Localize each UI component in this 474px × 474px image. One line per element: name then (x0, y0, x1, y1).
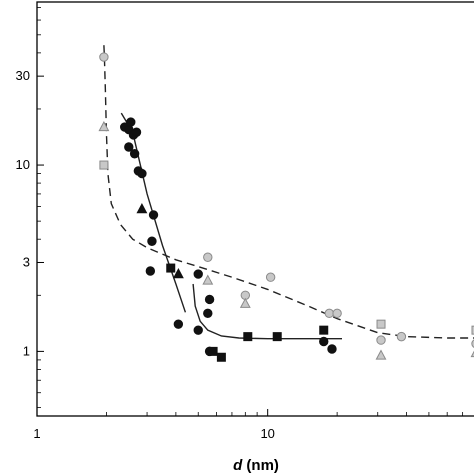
fit-curve-dashed (103, 45, 474, 339)
x-axis-variable: d (233, 457, 243, 474)
x-axis-title: d (nm) (233, 457, 279, 474)
data-point-gray-circle (332, 308, 342, 319)
data-point-black-circle (203, 308, 213, 319)
data-point-gray-circle (99, 52, 109, 62)
data-point-gray-circle (471, 339, 474, 348)
data-point-black-circle (193, 269, 203, 279)
data-point-gray-square (376, 319, 386, 329)
data-point-gray-triangle (98, 120, 110, 132)
data-point-black-square (272, 332, 282, 342)
data-point-black-triangle (136, 203, 148, 214)
data-point-gray-circle (265, 272, 276, 282)
data-point-black-square (319, 325, 329, 335)
data-point-gray-circle (324, 308, 335, 319)
data-point-gray-triangle (239, 297, 251, 308)
data-point-black-circle (129, 149, 140, 159)
x-axis-unit: (nm) (242, 457, 279, 474)
data-point-black-triangle (172, 268, 184, 279)
data-point-gray-triangle (202, 274, 214, 285)
data-point-black-circle (193, 325, 203, 335)
data-point-black-circle (319, 336, 329, 347)
data-point-gray-circle (376, 335, 386, 345)
y-tick-label: 30 (16, 68, 30, 83)
data-point-gray-circle (203, 252, 213, 262)
data-point-black-circle (173, 319, 184, 329)
data-point-black-circle (145, 266, 156, 276)
data-point-black-circle (147, 236, 157, 246)
data-point-black-circle (131, 127, 142, 137)
y-tick-label: 1 (23, 343, 30, 358)
data-point-black-circle (124, 142, 134, 152)
data-point-black-circle (137, 168, 147, 179)
data-point-black-circle (204, 294, 215, 305)
x-tick-label: 1 (33, 426, 40, 441)
marks-layer (98, 52, 474, 362)
data-point-black-square (216, 352, 226, 362)
data-point-gray-square (99, 160, 109, 170)
data-point-black-square (166, 263, 176, 273)
plot-border (36, 1, 474, 417)
data-point-black-circle (126, 117, 136, 127)
data-point-gray-triangle (375, 349, 387, 360)
plot-frame (36, 1, 474, 417)
y-tick-label: 10 (16, 157, 30, 172)
data-point-black-circle (148, 210, 159, 220)
x-tick-label: 10 (260, 426, 274, 441)
curves-layer (103, 45, 474, 340)
data-point-black-circle (327, 344, 337, 354)
data-point-black-square (243, 332, 253, 342)
y-tick-label: 3 (23, 254, 30, 269)
data-point-gray-circle (396, 331, 407, 342)
data-point-black-square (208, 346, 218, 356)
data-point-gray-square (471, 325, 474, 335)
ticks-layer: 1 3 10 30 1 10 (16, 7, 464, 441)
fit-curve-solid (192, 283, 342, 340)
